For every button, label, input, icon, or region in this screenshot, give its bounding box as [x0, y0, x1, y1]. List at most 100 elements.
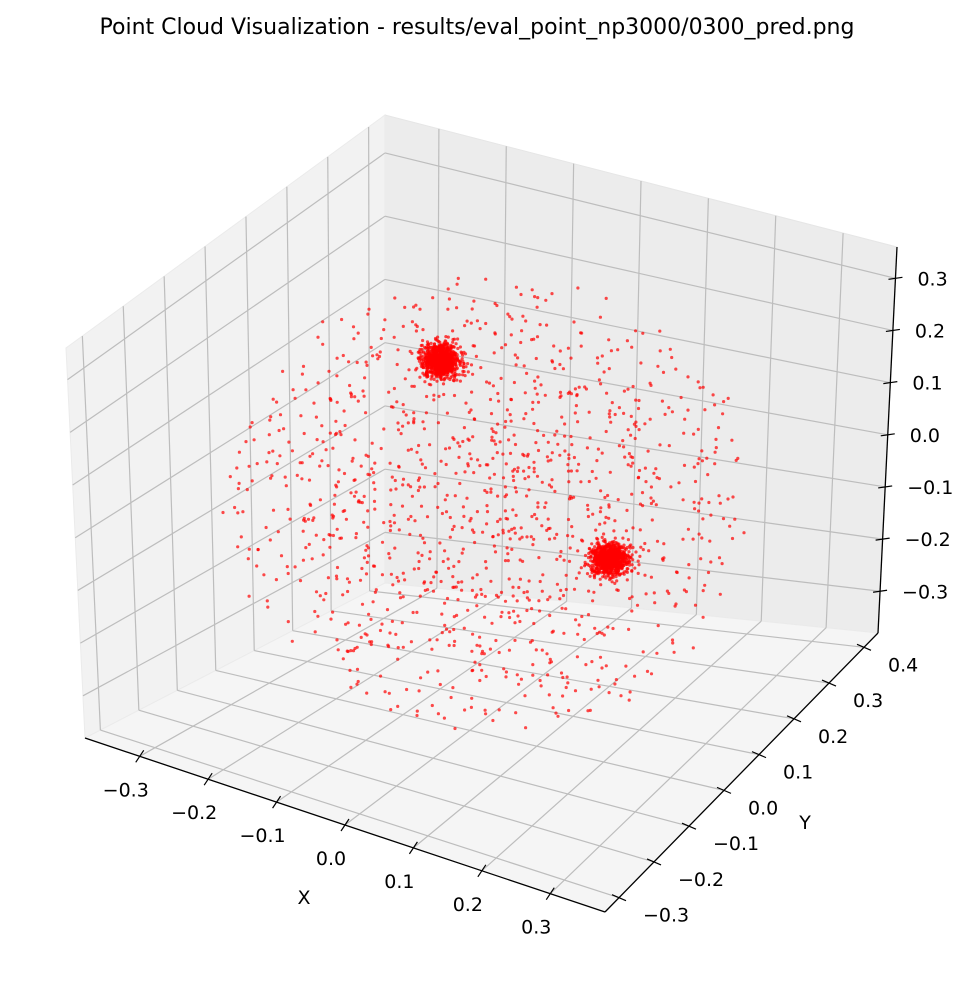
data-point: [561, 675, 565, 680]
data-point: [400, 621, 404, 625]
data-point: [533, 295, 537, 299]
data-point: [473, 595, 478, 599]
data-point: [444, 627, 449, 631]
data-point: [521, 452, 525, 456]
data-point: [604, 515, 608, 520]
data-point: [514, 711, 518, 715]
grid-lines: [67, 126, 896, 899]
data-point: [611, 542, 615, 546]
data-point: [491, 456, 495, 460]
data-point: [415, 709, 419, 713]
x-tick-mark: [340, 818, 350, 832]
data-point: [247, 594, 251, 598]
data-point: [321, 342, 325, 346]
data-point: [696, 427, 700, 431]
data-point: [335, 356, 339, 360]
data-point: [473, 660, 477, 664]
data-point: [611, 626, 615, 631]
data-point: [347, 580, 351, 584]
data-point: [488, 476, 492, 480]
data-point: [494, 593, 499, 598]
data-point: [534, 441, 538, 445]
data-point: [456, 598, 460, 602]
data-point: [691, 646, 695, 650]
data-point: [512, 526, 516, 530]
data-point: [374, 588, 378, 592]
data-point: [501, 531, 505, 535]
data-point: [455, 613, 459, 618]
data-point: [462, 362, 466, 366]
y-tick-mark: [716, 786, 732, 794]
data-point: [432, 342, 437, 346]
data-point: [390, 619, 394, 624]
data-point: [388, 461, 392, 465]
data-point: [559, 588, 563, 593]
data-point: [597, 378, 602, 382]
grid-line-y: [204, 246, 217, 671]
data-point: [396, 421, 400, 425]
data-point: [567, 456, 571, 461]
data-point: [460, 357, 464, 361]
data-point: [420, 553, 424, 558]
data-point: [539, 383, 543, 387]
grid-line-z: [82, 531, 386, 697]
data-point: [709, 560, 713, 564]
data-point: [442, 377, 446, 381]
data-point: [382, 427, 386, 431]
data-point: [608, 470, 612, 474]
data-point: [503, 599, 508, 603]
data-point: [475, 510, 479, 514]
data-point: [522, 469, 526, 473]
data-point: [468, 519, 472, 523]
data-point: [612, 563, 616, 568]
data-point: [652, 471, 656, 475]
data-point: [450, 350, 454, 355]
data-point: [610, 570, 614, 575]
data-point: [563, 422, 567, 426]
data-point: [422, 373, 426, 377]
data-point: [426, 375, 430, 379]
data-point: [691, 537, 695, 541]
data-point: [616, 571, 620, 575]
data-point: [443, 498, 447, 502]
data-point: [602, 370, 606, 374]
data-point: [564, 607, 568, 611]
data-point: [583, 385, 587, 389]
data-point: [380, 573, 384, 577]
data-point: [586, 556, 591, 560]
data-point: [613, 519, 617, 523]
data-point: [443, 549, 447, 553]
data-point: [649, 575, 654, 579]
data-point: [503, 559, 508, 563]
data-point: [403, 578, 407, 582]
data-point: [334, 574, 339, 578]
y-tick-mark: [821, 679, 837, 687]
data-point: [579, 344, 583, 348]
data-point: [368, 640, 372, 644]
data-point: [621, 439, 625, 443]
data-point: [686, 375, 690, 379]
data-point: [513, 442, 518, 447]
data-point: [444, 354, 448, 358]
data-point: [470, 307, 474, 311]
data-point: [503, 343, 508, 347]
data-point: [589, 559, 593, 563]
data-point: [453, 639, 457, 644]
data-point: [266, 605, 270, 609]
data-point: [451, 329, 455, 333]
data-point: [610, 580, 614, 584]
data-point: [360, 602, 365, 606]
data-point: [584, 663, 588, 667]
data-point: [397, 528, 401, 532]
data-point: [416, 551, 420, 555]
data-point: [535, 517, 539, 521]
data-point: [622, 572, 626, 576]
data-point: [716, 426, 721, 430]
data-point: [532, 466, 536, 470]
data-point: [488, 647, 492, 651]
data-point: [395, 575, 399, 580]
data-point: [278, 454, 282, 458]
data-point: [463, 352, 468, 356]
data-point: [686, 527, 691, 531]
data-point: [595, 556, 599, 560]
